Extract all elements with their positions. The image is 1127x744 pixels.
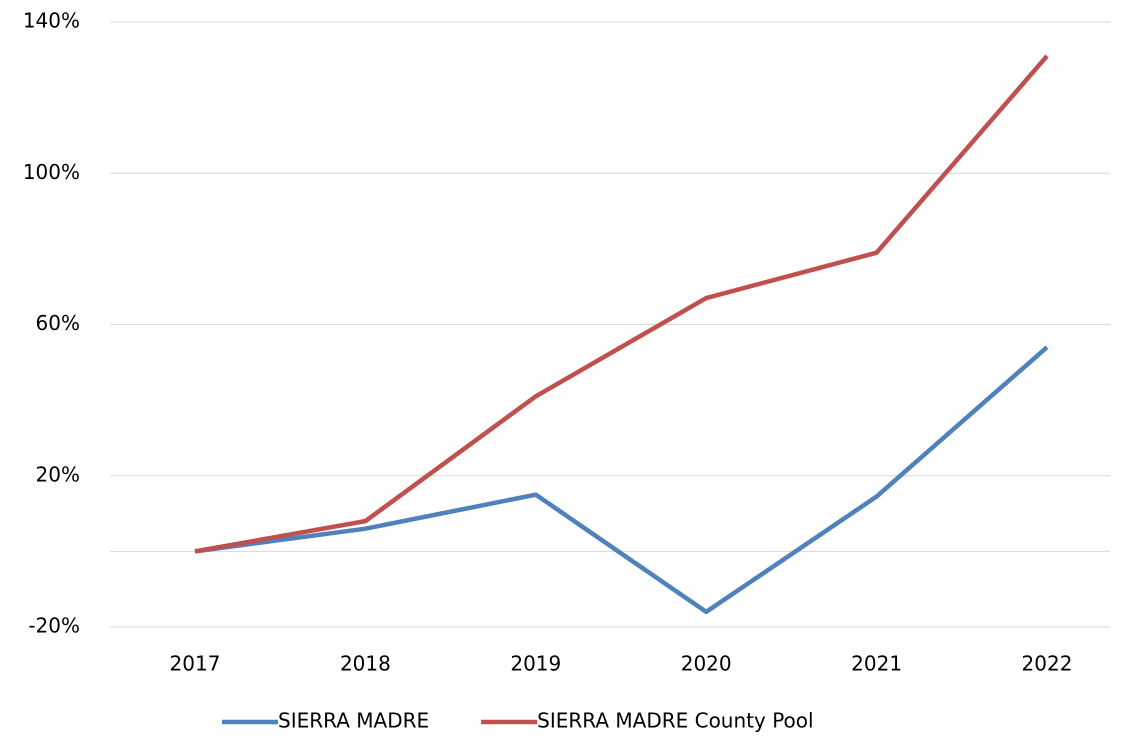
y-tick-label: 100%: [23, 160, 80, 184]
legend-label: SIERRA MADRE County Pool: [537, 709, 813, 733]
y-tick-label: 60%: [36, 311, 80, 335]
x-tick-label: 2022: [1022, 652, 1073, 676]
series-line: [194, 345, 1049, 615]
series-line: [194, 54, 1049, 554]
x-tick-label: 2019: [510, 652, 561, 676]
x-tick-label: 2017: [170, 652, 221, 676]
y-tick-label: 140%: [23, 9, 80, 33]
x-tick-label: 2018: [340, 652, 391, 676]
y-tick-label: 20%: [36, 462, 80, 486]
legend-label: SIERRA MADRE: [278, 709, 429, 733]
x-tick-label: 2021: [851, 652, 902, 676]
y-tick-label: -20%: [28, 614, 80, 638]
x-tick-label: 2020: [681, 652, 732, 676]
